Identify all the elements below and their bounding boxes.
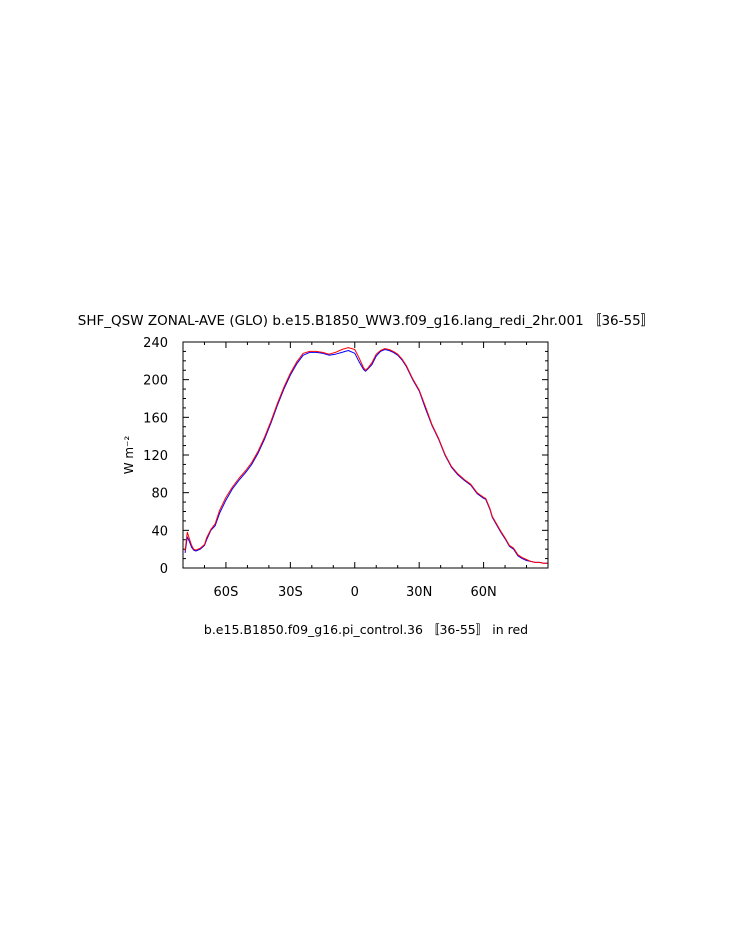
x-tick-label: 60S [214,585,239,600]
series-line-2 [184,347,548,564]
y-tick-label: 160 [143,411,168,426]
x-tick-label: 60N [470,585,496,600]
x-tick-label: 0 [351,585,359,600]
chart-title: SHF_QSW ZONAL-AVE (GLO) b.e15.B1850_WW3.… [78,313,654,329]
x-tick-label: 30N [406,585,432,600]
y-tick-label: 40 [151,524,168,539]
plot-frame [182,341,549,569]
y-tick-label: 120 [143,449,168,464]
tick-group [183,341,549,569]
series-line-1 [184,349,548,564]
y-tick-label: 0 [160,562,168,577]
series-group [184,347,548,564]
y-tick-label: 80 [151,487,168,502]
y-tick-label: 200 [143,374,168,389]
y-axis-label: W m⁻² [122,436,136,475]
y-tick-label: 240 [143,336,168,351]
tick-label-group: 60S 30S 0 30N 60N 0 40 80 120 160 200 240 [143,336,497,600]
chart-subtitle: b.e15.B1850.f09_g16.pi_control.36 〚36-55… [204,622,528,637]
x-tick-label: 30S [278,585,303,600]
